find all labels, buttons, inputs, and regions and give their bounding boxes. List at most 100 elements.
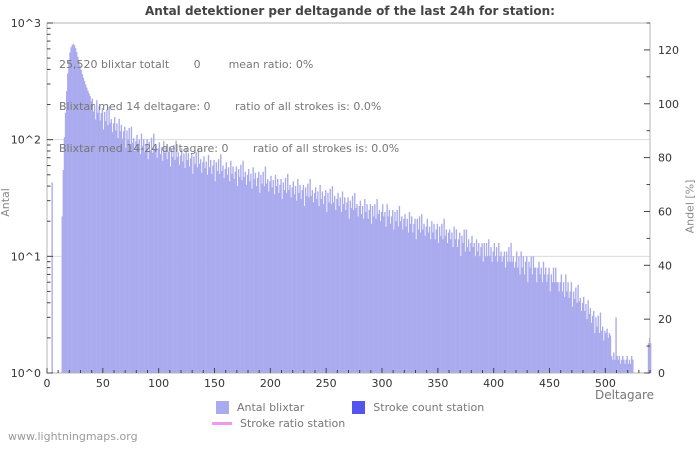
histogram-bar: [559, 282, 561, 373]
histogram-bar: [266, 179, 269, 373]
histogram-bar: [378, 209, 381, 373]
histogram-bar: [459, 232, 461, 373]
histogram-bar: [233, 179, 235, 373]
histogram-bar: [440, 235, 442, 373]
histogram-bar: [252, 167, 254, 373]
y-right-tick-label: 0: [658, 367, 665, 380]
histogram-bar: [306, 195, 308, 373]
histogram-bar: [335, 209, 337, 373]
histogram-bar: [499, 256, 501, 373]
histogram-bar: [242, 160, 244, 373]
histogram-bar: [494, 256, 497, 373]
histogram-bar: [116, 123, 118, 373]
histogram-bar: [503, 251, 506, 373]
histogram-bar: [90, 101, 92, 374]
histogram-bar: [153, 133, 155, 373]
histogram-bar: [438, 226, 441, 373]
x-tick-label: 250: [316, 377, 337, 390]
y-right-tick-label: 80: [658, 152, 672, 165]
x-tick-label: 150: [204, 377, 225, 390]
histogram-bar: [561, 291, 564, 373]
histogram-bar: [232, 166, 234, 373]
histogram-bar: [72, 44, 75, 374]
histogram-bar: [416, 218, 418, 373]
histogram-bar: [51, 182, 53, 373]
histogram-bar: [558, 291, 560, 373]
histogram-bar: [382, 204, 384, 373]
chart-title: Antal detektioner per deltagande of the …: [145, 4, 555, 18]
histogram-bar: [270, 175, 272, 373]
histogram-bar: [545, 267, 547, 373]
histogram-bar: [518, 256, 520, 373]
histogram-bar: [471, 235, 473, 373]
histogram-bar: [498, 243, 500, 373]
histogram-bar: [310, 195, 312, 373]
histogram-bar: [208, 167, 211, 373]
histogram-bar: [109, 122, 111, 373]
histogram-bar: [512, 256, 515, 373]
histogram-bar: [360, 214, 363, 373]
histogram-bar: [538, 261, 540, 373]
histogram-bar: [412, 232, 414, 373]
histogram-bar: [604, 330, 606, 373]
histogram-bar: [510, 243, 512, 373]
histogram-bar: [541, 282, 544, 373]
histogram-bar: [251, 188, 253, 373]
histogram-bar: [557, 282, 559, 373]
legend-swatch-antal-blixtar: [216, 400, 229, 414]
histogram-bar: [294, 186, 297, 373]
histogram-bar: [250, 173, 252, 373]
histogram-bar: [419, 232, 422, 373]
histogram-bar: [537, 267, 539, 373]
legend-item-stroke-ratio-station: Stroke ratio station: [212, 417, 345, 430]
histogram-bar: [264, 166, 267, 373]
histogram-bar: [631, 355, 633, 373]
histogram-bar: [151, 152, 154, 373]
histogram-bar: [432, 232, 434, 373]
histogram-bar: [406, 218, 408, 373]
histogram-bar: [384, 211, 386, 373]
histogram-bar: [551, 282, 554, 373]
histogram-bar: [322, 204, 325, 373]
histogram-bar: [284, 177, 287, 373]
histogram-bar: [505, 251, 508, 373]
histogram-bar: [341, 191, 344, 373]
histogram-bar: [340, 211, 343, 373]
histogram-bar: [359, 200, 362, 373]
histogram-bar: [446, 243, 449, 373]
histogram-bar: [568, 297, 570, 373]
legend-swatch-stroke-count-station: [352, 400, 366, 414]
histogram-bar: [119, 131, 121, 373]
histogram-bar: [547, 274, 549, 373]
histogram-bar: [479, 256, 481, 373]
histogram-bar: [297, 179, 299, 373]
histogram-bar: [299, 184, 301, 373]
histogram-bar: [552, 267, 555, 373]
histogram-bar: [470, 243, 472, 373]
histogram-bar: [527, 282, 529, 373]
histogram-bar: [348, 218, 350, 373]
histogram-bar: [132, 138, 135, 373]
histogram-bar: [217, 159, 220, 373]
histogram-bar: [226, 174, 229, 373]
histogram-bar: [600, 330, 603, 373]
x-tick-label: 100: [148, 377, 169, 390]
histogram-bar: [526, 256, 528, 373]
histogram-bar: [368, 209, 370, 373]
histogram-bar: [532, 256, 535, 373]
histogram-bar: [70, 47, 72, 373]
histogram-bar: [156, 157, 158, 373]
histogram-bar: [88, 93, 90, 374]
histogram-bar: [455, 229, 458, 373]
histogram-bar: [245, 184, 248, 373]
histogram-bar: [61, 216, 63, 373]
histogram-bar: [277, 179, 279, 373]
legend-label-stroke-count-station: Stroke count station: [373, 400, 485, 414]
histogram-bar: [534, 267, 537, 373]
histogram-bar: [473, 243, 475, 373]
histogram-bar: [201, 172, 203, 373]
histogram-bar: [426, 218, 429, 373]
histogram-bar: [141, 146, 144, 373]
histogram-bar: [244, 171, 247, 373]
histogram-bar: [466, 247, 469, 373]
